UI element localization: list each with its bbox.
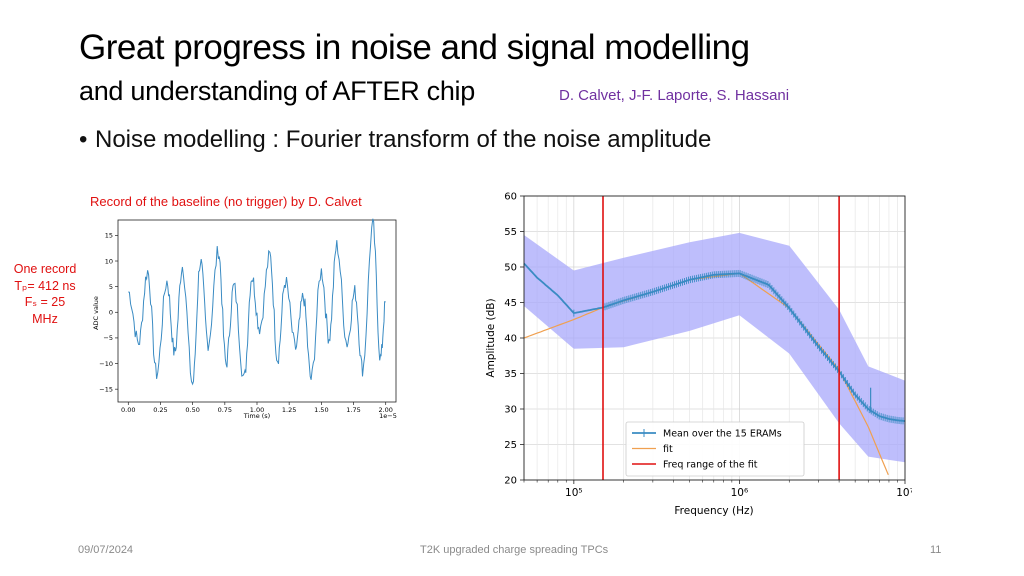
left-ytick-label: −5 [103, 334, 113, 342]
right-xtick-label: 10⁷ [896, 487, 912, 499]
note-line: One record [13, 262, 77, 276]
note-line: Tₚ= 412 ns [14, 278, 76, 293]
left-x-multiplier: 1e−5 [379, 412, 397, 420]
left-xtick-label: 0.50 [185, 406, 199, 414]
right-ytick-label: 60 [504, 192, 517, 203]
left-ytick-label: 5 [109, 283, 113, 291]
record-caption: Record of the baseline (no trigger) by D… [90, 194, 362, 209]
left-ytick-label: −10 [99, 360, 113, 368]
bullet-icon: • [79, 126, 88, 153]
right-ytick-label: 20 [504, 476, 517, 487]
left-xtick-label: 1.50 [314, 406, 328, 414]
right-ytick-label: 45 [504, 298, 517, 309]
chart-legend: Mean over the 15 ERAMs fit Freq range of… [625, 421, 805, 477]
right-ytick-label: 30 [504, 405, 517, 416]
right-xlabel: Frequency (Hz) [674, 505, 753, 517]
slide-title: Great progress in noise and signal model… [79, 28, 750, 67]
noise-spectrum-chart: 20 25 30 35 40 45 50 55 60 10⁵ 10⁶ 10⁷ Amplitude (… [478, 184, 912, 524]
legend-label-fit: fit [663, 444, 673, 455]
legend-label-range: Freq range of the fit [663, 460, 758, 471]
left-ytick-label: 0 [109, 309, 113, 317]
left-xtick-label: 1.75 [346, 406, 360, 414]
note-line: MHz [32, 311, 58, 326]
left-ytick-label: 15 [105, 232, 113, 240]
left-xtick-label: 0.75 [218, 406, 232, 414]
right-ytick-label: 35 [504, 369, 517, 380]
right-ytick-label: 55 [504, 227, 517, 238]
right-xtick-label: 10⁵ [565, 487, 583, 499]
left-ytick-label: −15 [99, 385, 113, 393]
right-ytick-label: 25 [504, 440, 517, 451]
legend-label-mean: Mean over the 15 ERAMs [663, 429, 782, 440]
slide-subtitle: and understanding of AFTER chip [79, 76, 475, 106]
left-ytick-label: 10 [105, 257, 113, 265]
left-xtick-label: 0.25 [153, 406, 167, 414]
adc-trace [128, 218, 386, 386]
record-note: One record Tₚ= 412 ns Fₛ = 25 MHz [4, 261, 86, 327]
spread-band [524, 232, 905, 463]
right-ytick-label: 50 [504, 263, 517, 274]
note-line: Fₛ = 25 [24, 295, 66, 309]
baseline-record-chart: 15 10 5 0 −5 −10 −15 0.00 0.25 0.50 0.75 1.00 1.25 1… [86, 218, 402, 424]
footer-date: 09/07/2024 [78, 544, 134, 556]
authors-label: D. Calvet, J-F. Laporte, S. Hassani [559, 87, 790, 104]
left-ylabel: ADC value [92, 296, 100, 330]
left-xlabel: Time (s) [243, 412, 270, 420]
bullet-point: • Noise modelling : Fourier transform of … [79, 125, 711, 155]
bullet-text: Noise modelling : Fourier transform of t… [95, 126, 712, 153]
page-number: 11 [930, 544, 942, 556]
right-xtick-label: 10⁶ [731, 487, 749, 499]
right-ytick-label: 40 [504, 334, 517, 345]
left-xtick-label: 2.00 [378, 406, 392, 414]
left-xtick-label: 1.00 [250, 406, 264, 414]
footer-title: T2K upgraded charge spreading TPCs [420, 544, 609, 556]
right-ylabel: Amplitude (dB) [485, 298, 497, 377]
left-xtick-label: 1.25 [282, 406, 296, 414]
left-xtick-label: 0.00 [121, 406, 135, 414]
